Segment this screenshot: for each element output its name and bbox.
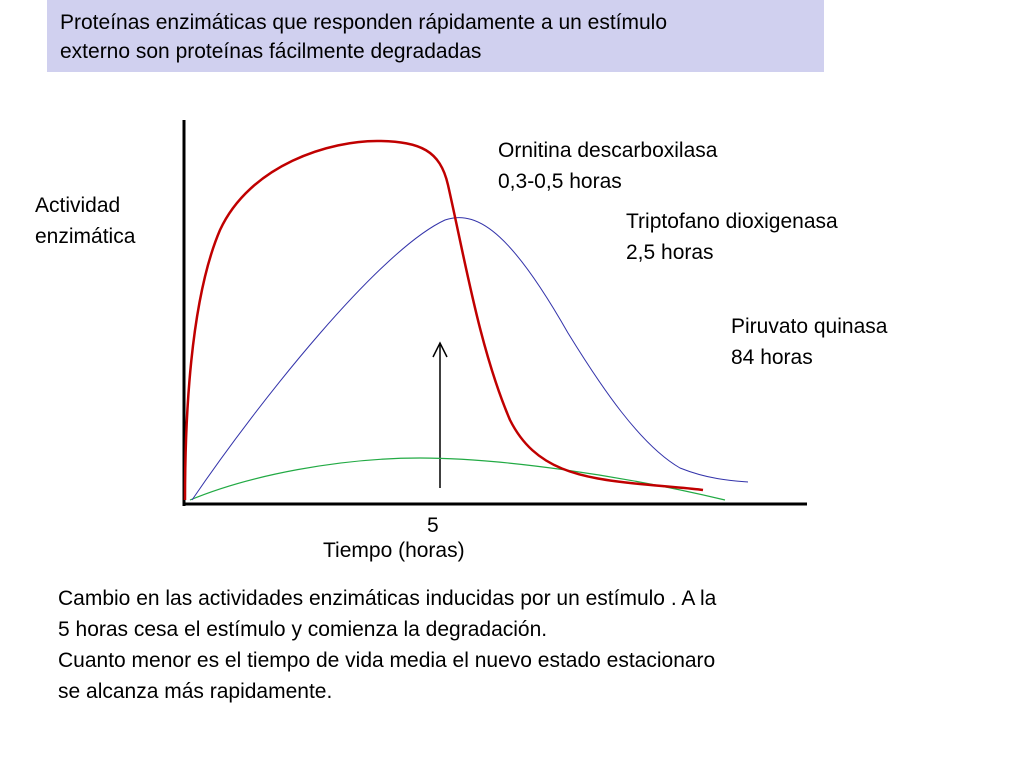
label-piruvato: Piruvato quinasa 84 horas (731, 311, 887, 373)
caption-line-1: Cambio en las actividades enzimáticas in… (58, 587, 717, 610)
label-triptofano-halflife: 2,5 horas (626, 241, 714, 264)
stimulus-arrow-head (432, 341, 448, 358)
caption-line-2: 5 horas cesa el estímulo y comienza la d… (58, 618, 548, 641)
caption: Cambio en las actividades enzimáticas in… (58, 583, 716, 707)
caption-line-3: Cuanto menor es el tiempo de vida media … (58, 649, 716, 672)
label-ornitina-halflife: 0,3-0,5 horas (498, 170, 622, 193)
y-axis-label-line-1: Actividad (35, 194, 121, 217)
title-line-1: Proteínas enzimáticas que responden rápi… (60, 11, 668, 34)
title-line-2: externo son proteínas fácilmente degrada… (60, 40, 482, 63)
y-axis-label-line-2: enzimática (35, 225, 136, 248)
title-banner: Proteínas enzimáticas que responden rápi… (47, 0, 824, 72)
x-axis-label: Tiempo (horas) (323, 539, 465, 562)
caption-line-4: se alcanza más rapidamente. (58, 680, 333, 703)
label-triptofano: Triptofano dioxigenasa 2,5 horas (626, 206, 838, 268)
x-tick-5: 5 (427, 514, 439, 537)
label-piruvato-halflife: 84 horas (731, 346, 813, 369)
label-ornitina: Ornitina descarboxilasa 0,3-0,5 horas (498, 135, 717, 197)
curve-ornitina-descarboxilasa (183, 139, 704, 501)
curve-piruvato-quinasa (189, 457, 726, 501)
label-ornitina-name: Ornitina descarboxilasa (498, 139, 718, 162)
curve-triptofano-dioxigenasa (191, 217, 749, 501)
label-piruvato-name: Piruvato quinasa (731, 315, 888, 338)
y-axis-label: Actividad enzimática (35, 190, 135, 252)
label-triptofano-name: Triptofano dioxigenasa (626, 210, 838, 233)
